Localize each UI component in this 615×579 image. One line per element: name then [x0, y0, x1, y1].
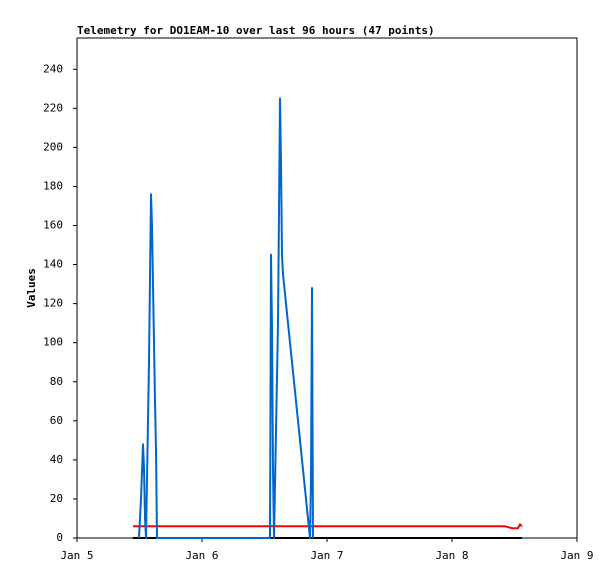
y-tick-label: 40: [50, 453, 63, 466]
y-tick-label: 180: [43, 179, 63, 192]
y-tick-label: 0: [56, 531, 63, 544]
y-tick-label: 120: [43, 297, 63, 310]
y-tick-label: 100: [43, 336, 63, 349]
x-tick-label: Jan 6: [185, 549, 218, 562]
x-tick-label: Jan 7: [310, 549, 343, 562]
x-tick-label: Jan 5: [60, 549, 93, 562]
series-line: [133, 523, 523, 530]
y-tick-label: 20: [50, 492, 63, 505]
chart-title: Telemetry for DO1EAM-10 over last 96 hou…: [77, 24, 435, 37]
x-tick-label: Jan 8: [435, 549, 468, 562]
y-axis-label: Values: [25, 268, 38, 308]
series-line: [138, 97, 314, 539]
y-tick-label: 80: [50, 375, 63, 388]
y-tick-label: 220: [43, 101, 63, 114]
y-tick-label: 160: [43, 219, 63, 232]
plot-area: [76, 37, 578, 539]
y-tick-label: 60: [50, 414, 63, 427]
y-tick-label: 140: [43, 258, 63, 271]
y-tick-label: 200: [43, 140, 63, 153]
x-tick-label: Jan 9: [560, 549, 593, 562]
y-tick-label: 240: [43, 62, 63, 75]
